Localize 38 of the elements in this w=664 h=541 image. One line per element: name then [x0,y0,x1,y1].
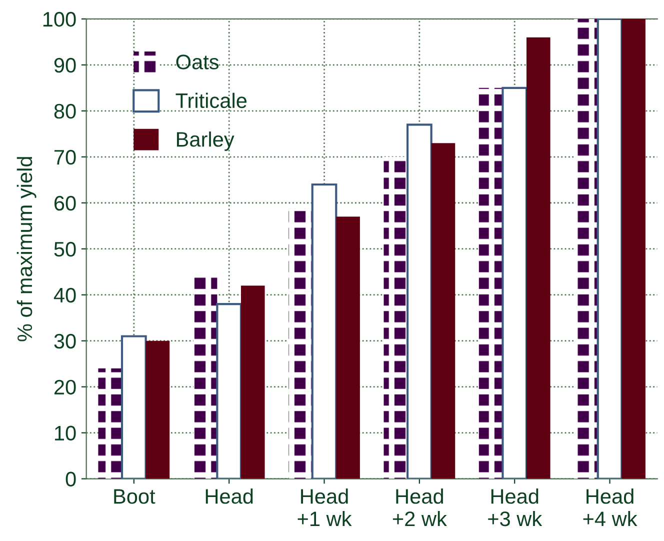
y-axis-title: % of maximum yield [16,157,36,342]
bar [502,86,528,479]
bar [146,340,170,479]
y-tick-label: 20 [54,380,76,395]
legend-label: Triticale [176,92,247,108]
bar [526,37,550,479]
y-tick-label: 90 [54,58,76,73]
y-tick-label: 100 [43,12,76,27]
y-tick-label: 10 [55,426,76,441]
bar [216,302,242,479]
x-tick-label: Boot [114,489,156,504]
x-tick-label: Head +4 wk [583,488,638,526]
bar [311,183,338,479]
bar [596,18,623,479]
y-tick-label: 30 [54,334,76,349]
bar [193,276,218,479]
y-tick-label: 40 [54,288,76,303]
bar [98,368,122,479]
x-tick-label: Head +3 wk [488,488,542,526]
y-tick-label: 50 [54,242,76,257]
legend-label: Barley [177,131,234,151]
y-tick-label: 80 [54,104,76,119]
x-tick-label: Head +2 wk [392,488,447,526]
legend-label: Oats [176,54,219,70]
y-tick-label: 0 [66,472,76,487]
x-tick-label: Head +1 wk [298,488,352,526]
x-tick-label: Head [206,488,253,504]
bar [384,156,408,479]
y-tick-label: 70 [54,150,76,165]
bar [622,18,646,479]
y-tick-label: 60 [54,196,76,211]
bar [478,88,503,479]
bar [574,18,598,479]
bar [240,286,265,479]
bar [431,143,456,479]
bar [406,124,432,479]
bar [336,216,360,479]
bar [120,335,147,479]
